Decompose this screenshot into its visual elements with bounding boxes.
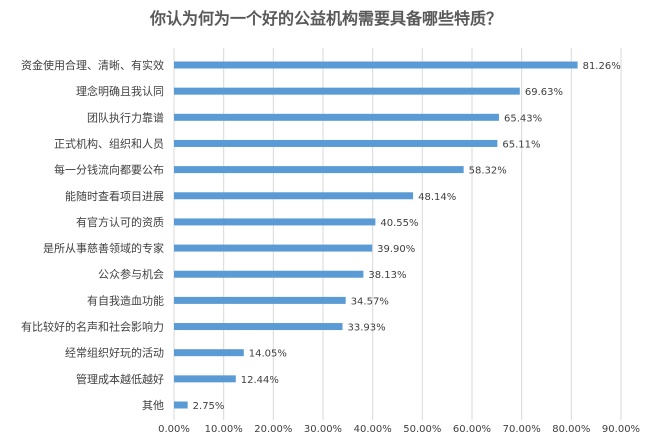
- value-labels: 81.26% 69.63% 65.43% 65.11% 58.32% 48.14% 40.5…: [193, 61, 621, 412]
- data-label: 69.63%: [525, 87, 563, 98]
- data-label: 34.57%: [351, 296, 389, 307]
- bar: [174, 87, 520, 95]
- bar: [174, 323, 343, 331]
- category-label: 有自我造血功能: [87, 293, 164, 307]
- category-label: 每一分钱流向都要公布: [54, 163, 164, 177]
- bar: [174, 139, 498, 147]
- data-label: 2.75%: [193, 401, 225, 412]
- category-label: 公众参与机会: [98, 267, 164, 281]
- data-label: 38.13%: [368, 270, 406, 281]
- x-tick-label: 40.00%: [354, 424, 392, 435]
- bar: [174, 270, 364, 278]
- category-label: 是所从事慈善领域的专家: [43, 241, 164, 255]
- category-label: 正式机构、组织和人员: [54, 136, 164, 150]
- category-label: 有官方认可的资质: [76, 215, 164, 229]
- data-label: 40.55%: [380, 218, 418, 229]
- bar: [174, 401, 188, 409]
- x-tick-label: 90.00%: [602, 424, 640, 435]
- bar: [174, 296, 346, 304]
- data-label: 65.43%: [504, 113, 542, 124]
- data-label: 81.26%: [583, 61, 621, 72]
- category-labels: 资金使用合理、清晰、有实效理念明确且我认同团队执行力靠谱正式机构、组织和人员每一…: [21, 58, 164, 412]
- bar: [174, 218, 376, 226]
- category-label: 经常组织好玩的活动: [65, 346, 164, 360]
- gridlines: [173, 48, 622, 420]
- x-tick-label: 10.00%: [205, 424, 243, 435]
- category-label: 理念明确且我认同: [76, 84, 164, 98]
- bar: [174, 166, 464, 174]
- bars: [174, 61, 578, 409]
- data-label: 58.32%: [469, 166, 507, 177]
- bar: [174, 375, 236, 383]
- category-label: 资金使用合理、清晰、有实效: [21, 58, 164, 72]
- x-tick-label: 20.00%: [254, 424, 292, 435]
- category-label: 管理成本越低越好: [76, 372, 164, 386]
- data-label: 48.14%: [418, 192, 456, 203]
- category-label: 有比较好的名声和社会影响力: [21, 320, 164, 334]
- x-tick-label: 60.00%: [453, 424, 491, 435]
- bar: [174, 61, 578, 69]
- data-label: 12.44%: [241, 375, 279, 386]
- bar: [174, 349, 244, 357]
- chart-title: 你认为何为一个好的公益机构需要具备哪些特质？: [149, 9, 502, 28]
- data-label: 39.90%: [377, 244, 415, 255]
- category-label: 团队执行力靠谱: [87, 110, 164, 124]
- x-tick-label: 80.00%: [552, 424, 590, 435]
- x-tick-label: 50.00%: [403, 424, 441, 435]
- category-label: 能随时查看项目进展: [65, 189, 164, 203]
- category-label: 其他: [142, 399, 164, 412]
- x-axis-ticks: 0.00% 10.00% 20.00% 30.00% 40.00% 50.00% 60.00…: [158, 424, 640, 435]
- x-tick-label: 0.00%: [158, 424, 190, 435]
- data-label: 14.05%: [249, 349, 287, 360]
- data-label: 65.11%: [502, 139, 540, 150]
- bar: [174, 113, 499, 121]
- bar: [174, 244, 373, 252]
- x-tick-label: 70.00%: [503, 424, 541, 435]
- x-tick-label: 30.00%: [304, 424, 342, 435]
- data-label: 33.93%: [348, 323, 386, 334]
- bar: [174, 192, 414, 200]
